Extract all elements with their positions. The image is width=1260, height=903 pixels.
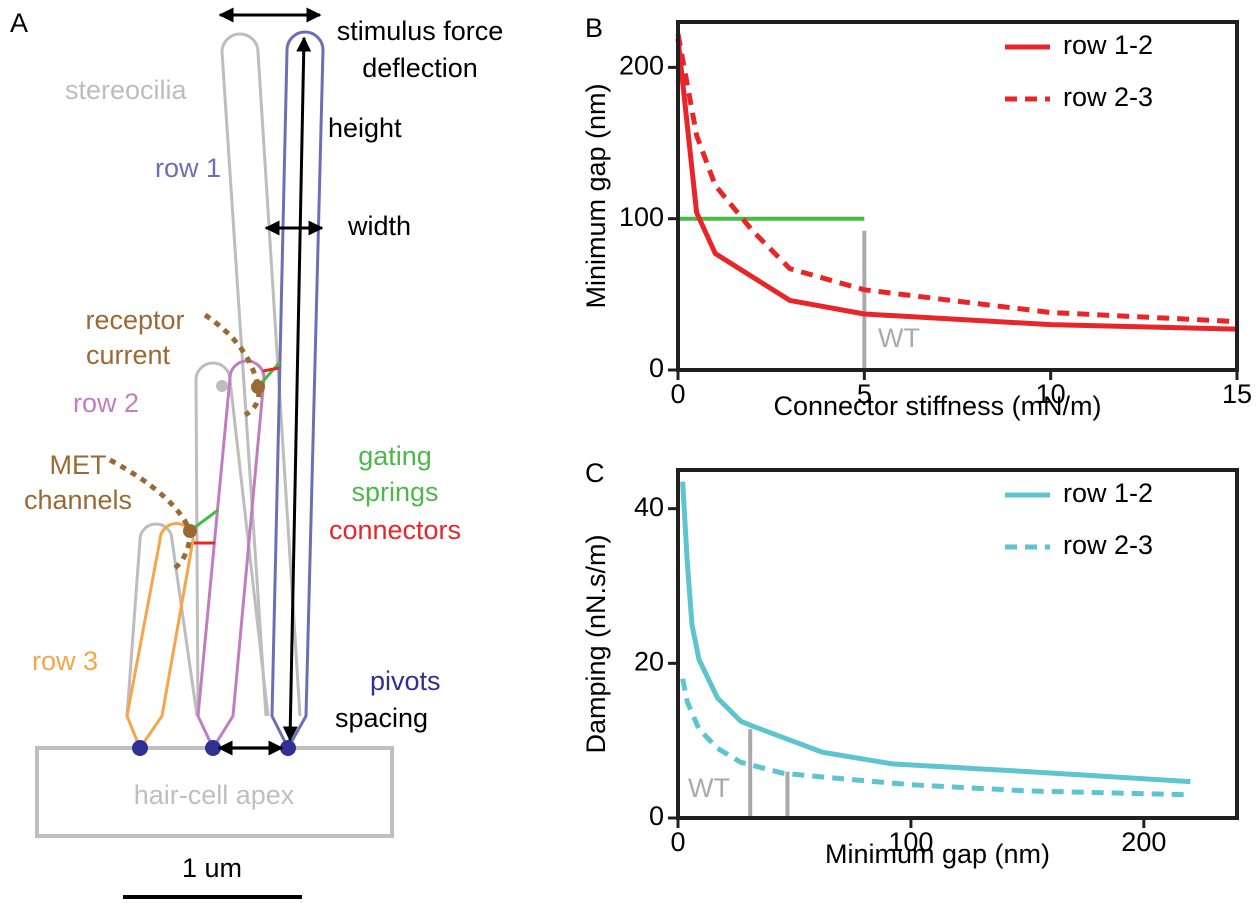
legend-label: row 2-3 <box>1063 82 1153 112</box>
wt-label: WT <box>688 773 730 803</box>
label: springs <box>351 477 438 507</box>
plot-frame <box>676 20 1239 372</box>
stereocilium-deflected <box>125 522 199 717</box>
y-tick-label: 0 <box>649 353 664 383</box>
x-tick-label: 5 <box>857 379 872 409</box>
pivot <box>132 740 148 756</box>
x-tick-label: 0 <box>670 379 685 409</box>
wt-label: WT <box>878 323 920 353</box>
label: connectors <box>329 515 461 545</box>
label: 1 um <box>182 853 242 883</box>
diagram: A stimulus force deflection stereocilia … <box>10 7 504 899</box>
y-axis-label: Minimum gap (nm) <box>581 83 611 308</box>
stereocilium-row3 <box>125 522 195 750</box>
x-axis-label: Connector stiffness (mN/m) <box>773 391 1101 421</box>
label: row 2 <box>73 388 139 418</box>
series-line <box>680 481 1191 785</box>
legend-label: row 1-2 <box>1063 30 1153 60</box>
label: row 1 <box>155 153 221 183</box>
label: hair-cell apex <box>134 780 295 810</box>
series-line <box>675 38 1238 332</box>
current-path <box>203 312 262 418</box>
pivot <box>280 740 296 756</box>
label: gating <box>358 441 432 471</box>
x-axis-label: Minimum gap (nm) <box>825 839 1050 869</box>
label: height <box>328 113 402 143</box>
y-tick-label: 100 <box>619 202 664 232</box>
y-tick-label: 200 <box>619 51 664 81</box>
label: deflection <box>362 53 478 83</box>
stereocilium-deflected <box>220 32 302 717</box>
tip-dot <box>216 380 228 392</box>
panel-label: A <box>10 8 28 38</box>
legend-label: row 2-3 <box>1063 530 1153 560</box>
connector <box>262 366 280 373</box>
label: stereocilia <box>65 75 188 105</box>
y-tick-label: 0 <box>649 801 664 831</box>
series-line <box>675 33 1238 325</box>
panel-label: B <box>585 13 603 43</box>
label: receptor <box>85 305 184 335</box>
y-tick-label: 40 <box>634 492 664 522</box>
pivot <box>205 740 221 756</box>
x-tick-label: 15 <box>1222 379 1252 409</box>
label: pivots <box>370 666 441 696</box>
y-axis-label: Damping (nN.s/m) <box>581 534 611 753</box>
met-channel <box>183 524 197 538</box>
x-tick-label: 200 <box>1121 827 1166 857</box>
met-channel <box>251 380 265 394</box>
panel-label: C <box>585 458 605 488</box>
y-tick-label: 20 <box>634 646 664 676</box>
label: channels <box>24 485 132 515</box>
label: current <box>86 340 171 370</box>
label: MET <box>50 450 107 480</box>
label: stimulus force <box>337 16 504 46</box>
label: width <box>347 211 411 241</box>
stereocilium-deflected <box>194 361 270 717</box>
legend-label: row 1-2 <box>1063 478 1153 508</box>
current-path <box>108 457 193 570</box>
label: row 3 <box>32 646 98 676</box>
x-tick-label: 0 <box>670 827 685 857</box>
label: spacing <box>335 703 428 733</box>
x-tick-label: 100 <box>888 827 933 857</box>
arrow <box>282 36 312 742</box>
series-line <box>680 678 1191 798</box>
plot-frame <box>676 468 1239 820</box>
x-tick-label: 10 <box>1036 379 1066 409</box>
